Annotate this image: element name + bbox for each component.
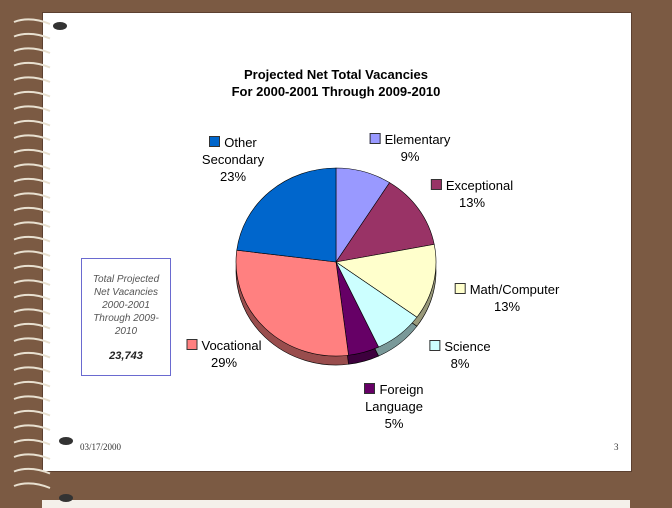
ring <box>13 105 51 112</box>
ring <box>13 148 51 156</box>
value-label: 5% <box>384 416 404 431</box>
ring <box>13 221 51 228</box>
legend-swatch <box>429 340 441 351</box>
legend-swatch <box>454 283 466 294</box>
slice <box>335 182 435 263</box>
slice-label: Foreign Language 5% <box>359 381 429 432</box>
ring <box>13 351 51 359</box>
note-box: Total Projected Net Vacancies 2000-2001 … <box>81 258 171 376</box>
ring <box>13 293 51 301</box>
legend-swatch <box>186 339 198 350</box>
ring <box>13 395 51 402</box>
legend-swatch <box>369 133 381 144</box>
label-line: Vocational <box>186 337 262 354</box>
ring <box>13 90 51 98</box>
ring <box>13 366 51 373</box>
slice-label: Elementary 9% <box>369 131 451 165</box>
ring-hole <box>59 437 73 445</box>
ring <box>13 482 51 489</box>
category-name: Elementary <box>384 132 451 147</box>
slice <box>236 167 337 263</box>
value-label: 29% <box>210 355 238 370</box>
category-name: Vocational <box>201 338 262 353</box>
ring <box>13 134 51 141</box>
footer-page: 3 <box>614 442 619 452</box>
ring <box>13 279 51 286</box>
note-total: 23,743 <box>109 350 143 362</box>
ring <box>13 235 51 243</box>
note-text: Total Projected Net Vacancies 2000-2001 … <box>92 274 160 337</box>
ring <box>13 250 51 257</box>
slice-label: Science 8% <box>429 338 491 372</box>
legend-swatch <box>209 136 221 147</box>
ring <box>13 308 51 315</box>
legend-swatch <box>430 179 442 190</box>
value-label: 8% <box>450 356 470 371</box>
chart-title: Projected Net Total Vacancies <box>244 67 428 82</box>
ring <box>13 119 51 127</box>
legend-swatch <box>364 383 376 394</box>
category-name: Science <box>444 339 491 354</box>
ring <box>13 337 51 344</box>
category-name: Foreign Language <box>365 382 424 414</box>
ring <box>13 47 51 54</box>
label-line: Math/Computer <box>454 281 560 298</box>
category-name: Exceptional <box>445 178 514 193</box>
ring <box>13 177 51 185</box>
ring <box>13 32 51 40</box>
label-line: Science <box>429 338 491 355</box>
slice-label: Math/Computer 13% <box>454 281 560 315</box>
ring <box>13 424 51 431</box>
label-line: Elementary <box>369 131 451 148</box>
value-label: 9% <box>400 149 420 164</box>
slice-label: Vocational 29% <box>186 337 262 371</box>
label-line: Exceptional <box>430 177 514 194</box>
ring <box>13 409 51 417</box>
chart-subtitle: For 2000-2001 Through 2009-2010 <box>231 84 441 99</box>
ring <box>13 264 51 272</box>
ring <box>13 18 51 25</box>
value-label: 23% <box>219 169 247 184</box>
ring-hole <box>53 22 67 30</box>
category-name: Other Secondary <box>201 135 265 167</box>
label-line: Other Secondary <box>193 134 273 168</box>
next-slide-edge <box>42 500 630 508</box>
ring <box>13 453 51 460</box>
ring <box>13 438 51 446</box>
ring <box>13 163 51 170</box>
slice <box>335 244 437 318</box>
slice <box>235 249 349 357</box>
value-label: 13% <box>493 299 521 314</box>
category-name: Math/Computer <box>469 282 560 297</box>
ring <box>13 322 51 330</box>
ring <box>13 467 51 475</box>
ring <box>13 61 51 69</box>
ring <box>13 192 51 199</box>
ring <box>13 206 51 214</box>
value-label: 13% <box>458 195 486 210</box>
label-line: Foreign Language <box>359 381 429 415</box>
slice-label: Other Secondary 23% <box>193 134 273 185</box>
slice-label: Exceptional 13% <box>430 177 514 211</box>
ring <box>13 380 51 388</box>
ring-hole <box>59 494 73 502</box>
footer-date: 03/17/2000 <box>80 442 122 452</box>
ring <box>13 76 51 83</box>
